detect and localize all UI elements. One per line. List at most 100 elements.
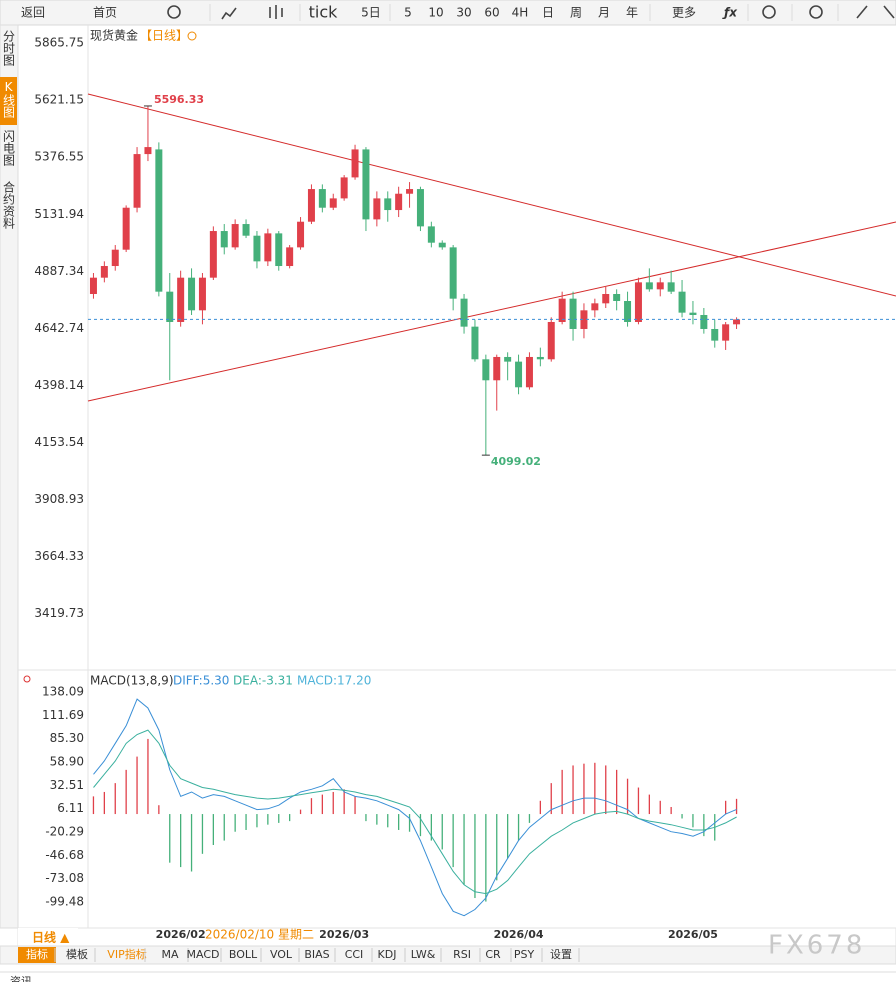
y-tick-label: 3419.73	[34, 606, 84, 620]
toolbar-button[interactable]: 4H	[512, 6, 529, 20]
side-tab[interactable]: 合约资料	[2, 180, 16, 229]
candle-body	[351, 149, 359, 178]
candle-body	[209, 231, 217, 278]
side-column	[0, 24, 19, 929]
bottom-tab[interactable]: CCI	[345, 948, 364, 961]
period-button-label[interactable]: 日线 ▲	[32, 930, 70, 945]
zoom-out-icon[interactable]	[762, 5, 776, 19]
y-tick-label: 5621.15	[34, 93, 84, 107]
bottom-tab[interactable]: 设置	[550, 948, 572, 961]
side-tab[interactable]: K线图	[2, 80, 16, 118]
candle-body	[231, 224, 239, 248]
fx-icon[interactable]: ƒx	[722, 6, 738, 20]
period-label: 【日线】	[140, 29, 188, 43]
x-axis-bar	[17, 927, 896, 947]
candle-body	[624, 300, 632, 322]
toolbar-button[interactable]: 60	[484, 6, 499, 20]
y-tick-label: -99.48	[45, 894, 84, 908]
diff-label: DIFF:5.30	[173, 674, 229, 688]
add-icon[interactable]	[187, 31, 197, 41]
toolbar-button[interactable]: 5日	[361, 6, 381, 20]
bottom-tab[interactable]: MA	[161, 948, 178, 961]
candle-body	[656, 282, 664, 290]
candle-body	[711, 328, 719, 341]
x-tick-label: 2026/04	[494, 928, 544, 941]
bottom-tab[interactable]: RSI	[453, 948, 471, 961]
y-tick-label: 4153.54	[34, 435, 84, 449]
settings-icon[interactable]	[23, 675, 31, 683]
x-tick-label: 2026/02	[156, 928, 206, 941]
candle-body	[89, 277, 97, 295]
y-tick-label: 6.11	[57, 801, 84, 815]
toolbar-button[interactable]: 周	[570, 6, 582, 20]
candle-body	[406, 189, 414, 194]
y-tick-label: 58.90	[50, 754, 84, 768]
toolbar-button[interactable]: 更多	[672, 6, 696, 20]
toolbar-button[interactable]: 返回	[21, 6, 45, 20]
period-button[interactable]	[18, 928, 78, 946]
candle-body	[482, 359, 490, 381]
y-tick-label: 85.30	[50, 731, 84, 745]
y-tick-label: 111.69	[42, 708, 84, 722]
zoom-in-icon[interactable]	[809, 5, 823, 19]
toolbar-button[interactable]: 日	[542, 6, 554, 20]
side-tab[interactable]: 闪电图	[2, 130, 16, 166]
watermark: FX678	[768, 931, 865, 961]
toolbar-button[interactable]: 30	[456, 6, 471, 20]
macd-title: MACD(13,8,9)	[90, 674, 174, 688]
toolbar-button[interactable]: 首页	[93, 6, 117, 20]
y-tick-label: 4398.14	[34, 378, 84, 392]
y-tick-label: 3908.93	[34, 492, 84, 506]
candle-body	[307, 189, 315, 222]
candle-body	[613, 294, 621, 301]
toolbar-button[interactable]: tick	[309, 3, 339, 22]
candle-body	[733, 319, 741, 325]
bottom-tab[interactable]: MACD	[187, 948, 220, 961]
crosshair-date: 2026/02/10 星期二	[205, 928, 314, 942]
toolbar-button[interactable]: 年	[626, 6, 638, 20]
draw-icon[interactable]	[856, 5, 868, 19]
candle-body	[438, 242, 446, 248]
macd-label: MACD:17.20	[297, 674, 371, 688]
bottom-tab[interactable]: CR	[485, 948, 501, 961]
active-tab-bg	[0, 77, 17, 125]
candle-body	[220, 231, 228, 248]
bottom-tab[interactable]: 指标	[26, 947, 48, 961]
candle-body	[144, 147, 152, 155]
candle-body	[253, 235, 261, 262]
toolbar-button[interactable]: 5	[404, 6, 412, 20]
active-tab-bg	[18, 947, 56, 963]
low-label: 4099.02	[491, 455, 541, 468]
candle-body	[449, 247, 457, 299]
y-tick-label: 4887.34	[34, 264, 84, 278]
bottom-tab[interactable]: VIP指标	[107, 947, 146, 961]
side-tab[interactable]: 分时图	[2, 30, 16, 66]
close-icon[interactable]	[883, 5, 895, 19]
bottom-tab[interactable]: LW&	[411, 948, 436, 961]
candle-body	[471, 326, 479, 360]
bottom-tab[interactable]: VOL	[270, 948, 293, 961]
toolbar-button[interactable]: 月	[598, 6, 610, 20]
bottom-tab[interactable]: BIAS	[304, 948, 329, 961]
candle-body	[100, 266, 108, 278]
bottom-tab[interactable]: PSY	[514, 948, 535, 961]
cut-text: 资讯	[10, 975, 32, 982]
y-tick-label: 5376.55	[34, 150, 84, 164]
bottom-tab[interactable]: KDJ	[378, 948, 397, 961]
toolbar-button[interactable]: 10	[428, 6, 443, 20]
x-tick-label: 2026/05	[668, 928, 718, 941]
bottom-tab[interactable]: BOLL	[229, 948, 258, 961]
candle-body	[493, 356, 501, 381]
candle-body	[297, 221, 305, 248]
chart-icon[interactable]	[221, 7, 237, 20]
y-tick-label: -46.68	[45, 848, 84, 862]
candle-body	[155, 149, 163, 292]
refresh-icon[interactable]	[167, 5, 181, 19]
y-tick-label: -73.08	[45, 871, 84, 885]
bottom-tab[interactable]: 模板	[66, 947, 88, 961]
candle-body	[558, 298, 566, 322]
candle-body	[329, 198, 337, 208]
candle-body	[645, 282, 653, 290]
candle-body	[242, 224, 250, 236]
candle-body	[536, 356, 544, 360]
